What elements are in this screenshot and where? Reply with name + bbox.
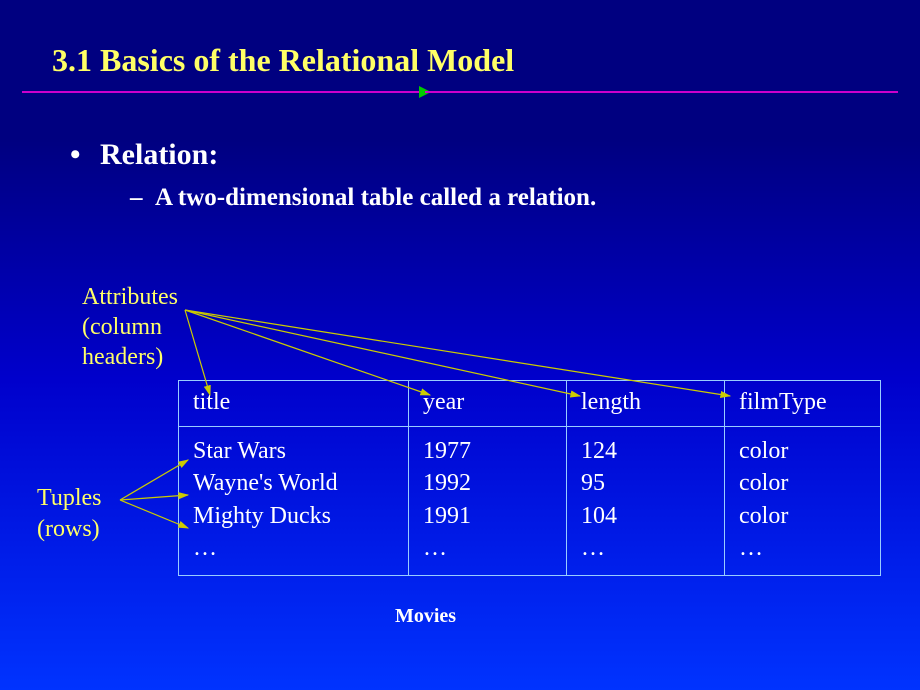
tuples-label: Tuples (rows) [37,483,101,545]
attributes-label-line2: (column [82,314,162,340]
header-filmtype: filmType [725,381,881,427]
cell-length: 12495104… [581,435,712,565]
tuples-label-line2: (rows) [37,516,100,542]
attributes-label-line3: headers) [82,344,163,370]
bullet-relation: Relation: [0,93,920,172]
table-caption: Movies [395,605,456,628]
header-title: title [179,381,409,427]
header-year: year [409,381,567,427]
table-body-row: Star WarsWayne's WorldMighty Ducks… 1977… [179,427,881,576]
cell-title: Star WarsWayne's WorldMighty Ducks… [193,435,396,565]
attributes-label-line1: Attributes [82,284,178,310]
cell-filmtype: colorcolorcolor… [739,435,868,565]
table-header-row: title year length filmType [179,381,881,427]
tuples-label-line1: Tuples [37,485,101,511]
slide-title: 3.1 Basics of the Relational Model [0,0,920,79]
bullet-relation-sub: A two-dimensional table called a relatio… [0,172,920,212]
relation-table: title year length filmType Star WarsWayn… [178,380,881,576]
cell-year: 197719921991… [423,435,554,565]
header-length: length [567,381,725,427]
attributes-label: Attributes (column headers) [82,282,178,372]
